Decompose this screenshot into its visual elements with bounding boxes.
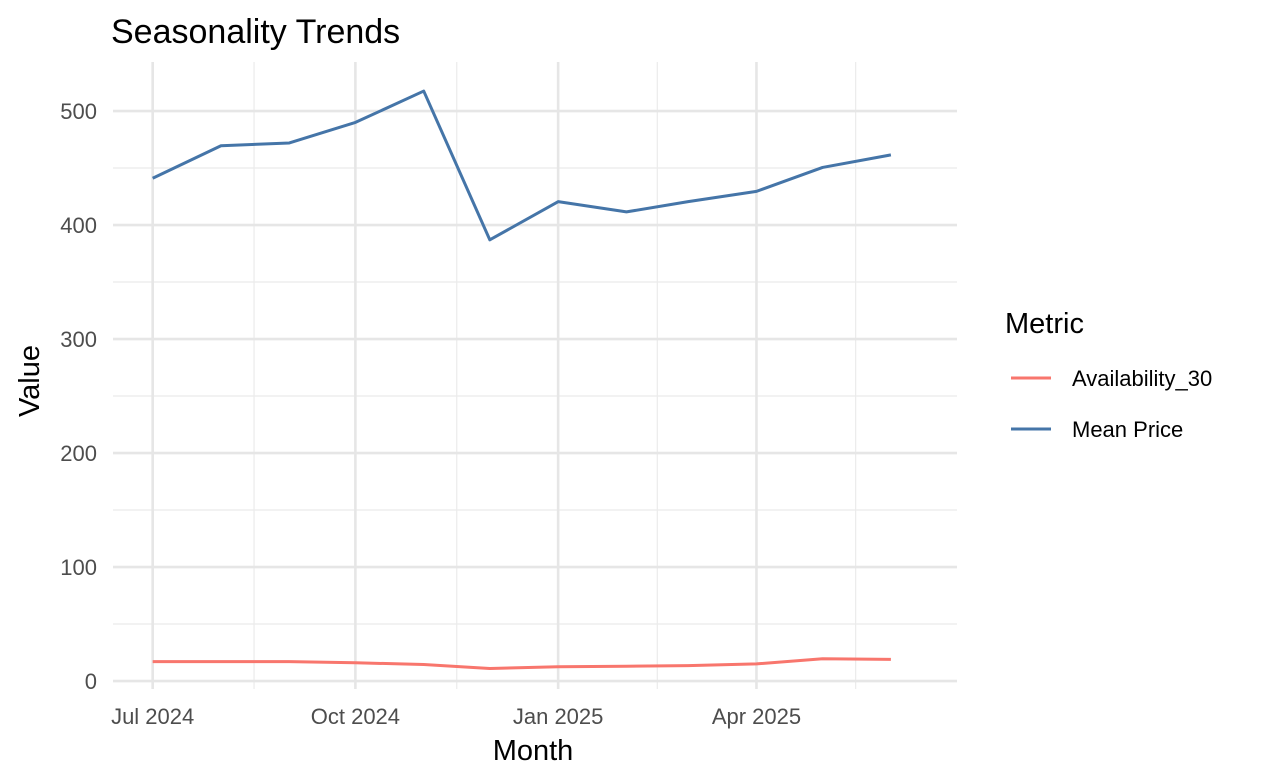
legend: Metric Availability_30 Mean Price bbox=[1005, 308, 1212, 442]
x-tick-label: Oct 2024 bbox=[311, 704, 400, 729]
y-tick-label: 500 bbox=[60, 99, 97, 124]
series-line-0 bbox=[152, 657, 891, 670]
y-axis-tick-labels: 0 100 200 300 400 500 bbox=[60, 99, 97, 694]
legend-label: Mean Price bbox=[1072, 417, 1183, 442]
series-line-1 bbox=[152, 89, 892, 242]
y-tick-label: 300 bbox=[60, 327, 97, 352]
legend-items: Availability_30 Mean Price bbox=[1011, 366, 1212, 442]
x-tick-label: Jul 2024 bbox=[111, 704, 194, 729]
y-tick-label: 400 bbox=[60, 213, 97, 238]
major-gridlines bbox=[113, 62, 957, 689]
series-lines bbox=[152, 89, 892, 670]
y-tick-label: 100 bbox=[60, 555, 97, 580]
x-tick-label: Apr 2025 bbox=[712, 704, 801, 729]
minor-gridlines bbox=[113, 62, 957, 689]
x-tick-label: Jan 2025 bbox=[513, 704, 604, 729]
y-tick-label: 0 bbox=[85, 669, 97, 694]
x-axis-tick-labels: Jul 2024 Oct 2024 Jan 2025 Apr 2025 bbox=[111, 704, 801, 729]
chart-title: Seasonality Trends bbox=[111, 13, 400, 51]
x-axis-title: Month bbox=[493, 735, 574, 767]
legend-title: Metric bbox=[1005, 308, 1084, 340]
y-tick-label: 200 bbox=[60, 441, 97, 466]
y-axis-title: Value bbox=[14, 345, 46, 417]
legend-label: Availability_30 bbox=[1072, 366, 1212, 391]
